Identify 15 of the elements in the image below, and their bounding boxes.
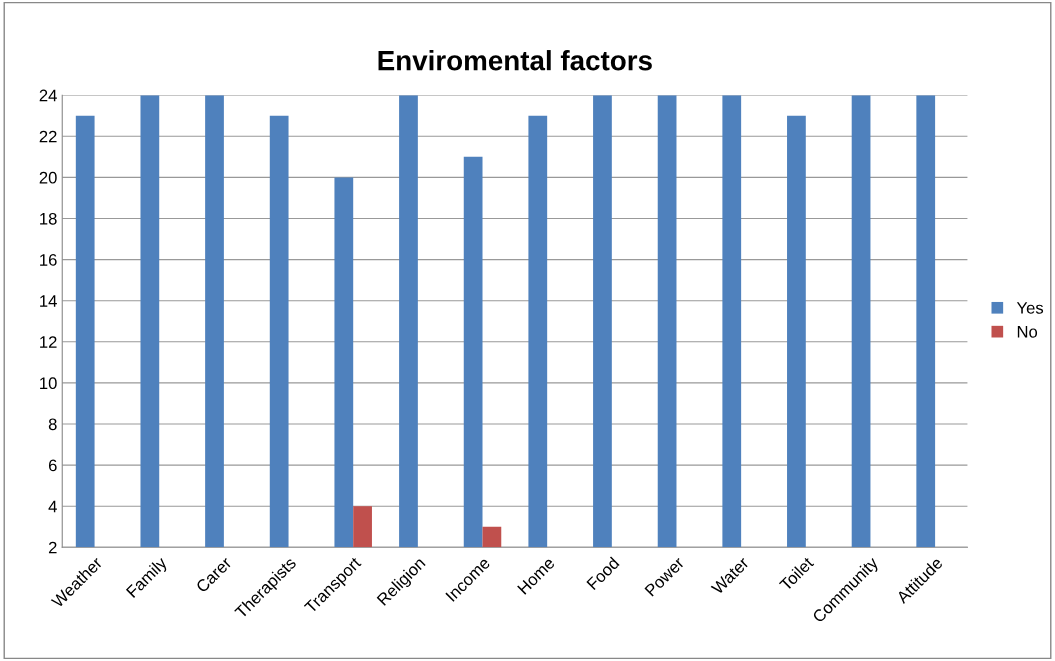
legend-label: Yes	[1016, 302, 1044, 314]
chart-title: Enviromental factors	[378, 50, 652, 71]
y-tick-label: 8	[48, 418, 57, 431]
y-tick-label: 4	[48, 500, 57, 513]
y-tick-label: 14	[40, 295, 57, 307]
y-tick-label: 2	[48, 541, 57, 554]
y-tick-label: 18	[40, 212, 57, 225]
y-tick-label: 22	[39, 130, 57, 143]
y-tick-label: 12	[40, 336, 57, 348]
legend-label: No	[1017, 326, 1038, 338]
y-tick-label: 16	[40, 253, 57, 266]
y-tick-label: 24	[39, 89, 57, 102]
y-tick-label: 10	[40, 377, 57, 390]
y-tick-label: 20	[39, 171, 57, 184]
y-tick-label: 6	[48, 459, 57, 472]
